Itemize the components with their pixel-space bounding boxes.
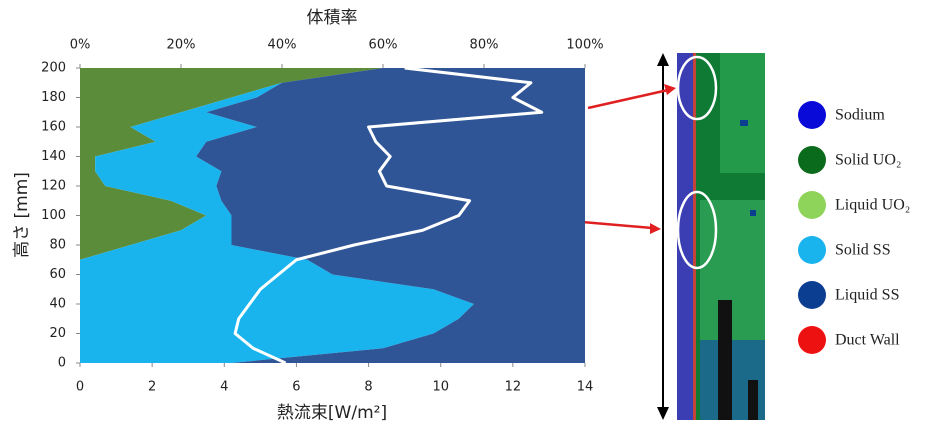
legend-label: Solid UO₂ [835, 152, 901, 169]
y-tick-label: 140 [41, 149, 66, 164]
legend-label: Duct Wall [835, 332, 900, 349]
y-tick-label: 20 [49, 326, 66, 341]
y-tick-label: 200 [41, 61, 66, 76]
legend-swatch [798, 236, 826, 264]
legend-swatch [798, 326, 826, 354]
y-axis-title: 高さ [mm] [12, 172, 32, 258]
x-tick-label: 60% [369, 38, 398, 53]
figure: 体積率 熱流束[W/m²] 高さ [mm] Sodium Solid UO₂ Liq… [0, 0, 947, 425]
x-tick-label: 100% [566, 38, 603, 53]
x-tick-label: 0% [70, 38, 91, 53]
plot-area [80, 68, 585, 363]
x2-tick-label: 2 [148, 380, 156, 395]
legend: Sodium Solid UO₂ Liquid UO₂ Solid SS Liquid … [798, 101, 910, 354]
x-tick-label: 80% [470, 38, 499, 53]
x2-tick-label: 4 [220, 380, 228, 395]
x2-tick-label: 6 [292, 380, 300, 395]
y-tick-label: 120 [41, 179, 66, 194]
y-tick-label: 100 [41, 208, 66, 223]
y-tick-label: 80 [49, 238, 66, 253]
x2-tick-label: 14 [577, 380, 594, 395]
x2-tick-label: 8 [364, 380, 372, 395]
legend-swatch [798, 146, 826, 174]
x2-tick-label: 10 [432, 380, 449, 395]
legend-label: Liquid SS [835, 287, 899, 304]
top-axis-title: 体積率 [307, 8, 358, 28]
legend-label: Solid SS [835, 242, 891, 259]
bottom-axis-title: 熱流束[W/m²] [277, 403, 387, 423]
y-tick-label: 60 [49, 267, 66, 282]
legend-label: Liquid UO₂ [835, 197, 910, 214]
legend-swatch [798, 101, 826, 129]
y-tick-label: 0 [58, 356, 66, 371]
legend-swatch [798, 281, 826, 309]
y-tick-label: 40 [49, 297, 66, 312]
x-tick-label: 20% [167, 38, 196, 53]
y-tick-label: 160 [41, 120, 66, 135]
y-tick-label: 180 [41, 90, 66, 105]
x2-tick-label: 0 [76, 380, 84, 395]
legend-swatch [798, 191, 826, 219]
x2-tick-label: 12 [505, 380, 522, 395]
x-tick-label: 40% [268, 38, 297, 53]
legend-label: Sodium [835, 107, 885, 124]
